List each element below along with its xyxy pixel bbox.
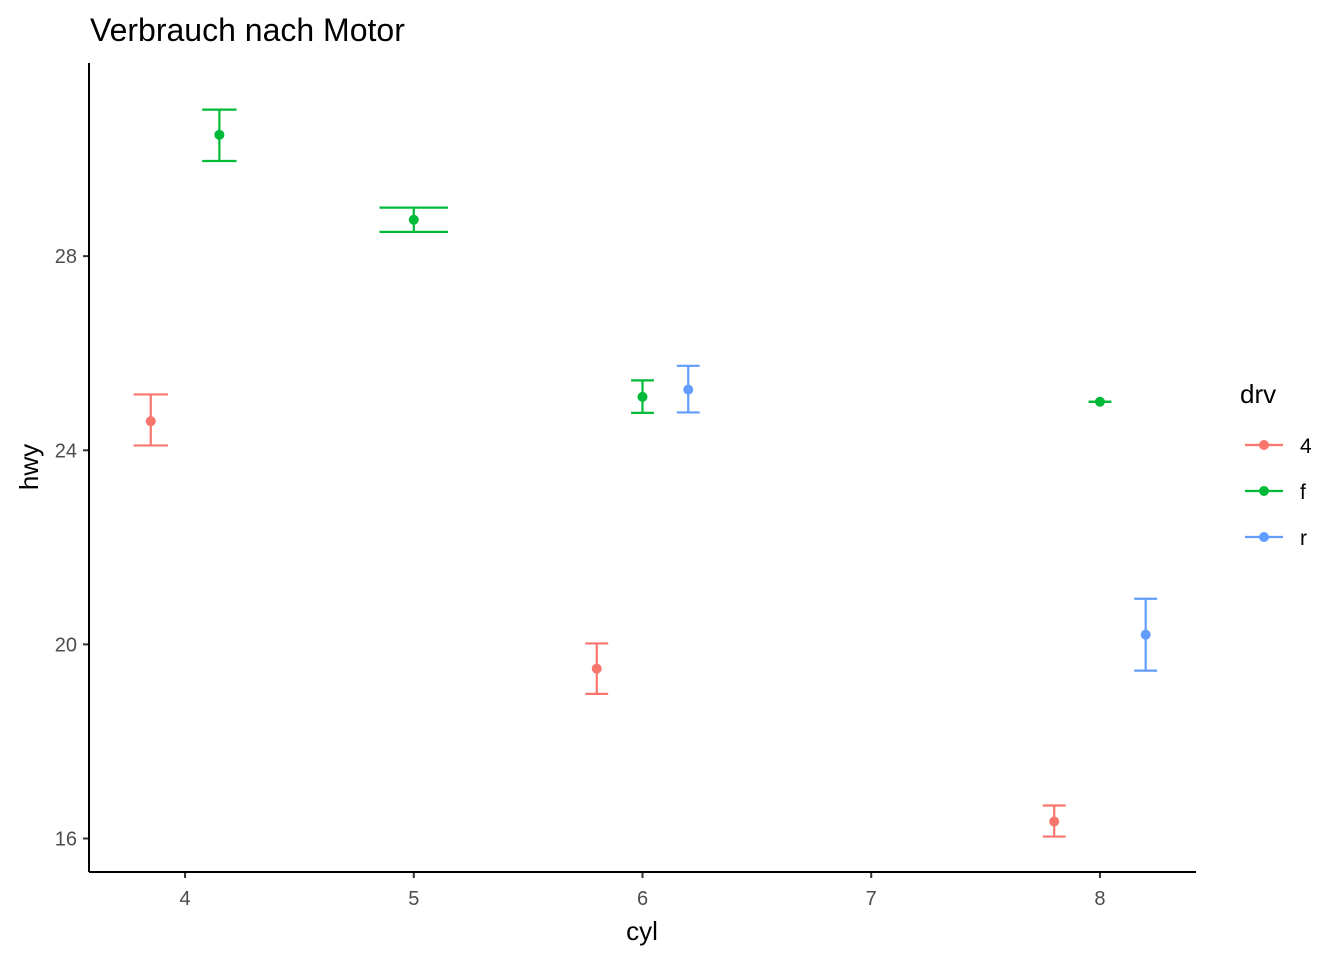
y-tick-label: 20 (55, 634, 77, 656)
data-point (1049, 816, 1060, 827)
legend-title: drv (1240, 379, 1276, 409)
series-f (202, 108, 1112, 415)
plot-marks (133, 108, 1158, 838)
x-tick-label: 4 (179, 888, 190, 910)
y-tick-label: 28 (55, 246, 77, 268)
x-axis-ticks: 4 5 6 7 8 (179, 872, 1106, 910)
legend-item-r: r (1245, 527, 1307, 550)
x-tick-label: 6 (637, 888, 648, 910)
y-tick-label: 24 (55, 440, 77, 462)
legend-key-point (1259, 532, 1269, 542)
x-tick-label: 8 (1094, 888, 1105, 910)
y-tick-label: 16 (55, 829, 77, 851)
legend-label: f (1300, 481, 1306, 504)
x-tick-label: 7 (866, 888, 877, 910)
data-point (214, 129, 225, 140)
legend-label: r (1300, 527, 1307, 550)
legend-key-point (1259, 486, 1269, 496)
legend-item-f: f (1245, 481, 1306, 504)
legend-item-4: 4 (1245, 435, 1312, 458)
y-axis-ticks: 16 20 24 28 (55, 246, 89, 851)
data-point (591, 663, 602, 674)
chart-title: Verbrauch nach Motor (90, 12, 405, 48)
series-r (676, 364, 1158, 672)
data-point (637, 391, 648, 402)
x-tick-label: 5 (408, 888, 419, 910)
data-point (145, 416, 156, 427)
data-point (1140, 629, 1151, 640)
x-axis-title: cyl (626, 916, 658, 946)
data-point (1094, 396, 1105, 407)
legend-key-point (1259, 440, 1269, 450)
series-4 (133, 393, 1066, 838)
legend: drv 4 fr (1240, 379, 1312, 550)
y-axis-title: hwy (14, 444, 44, 490)
legend-label: 4 (1300, 435, 1312, 458)
data-point (683, 384, 694, 395)
data-point (408, 214, 419, 225)
